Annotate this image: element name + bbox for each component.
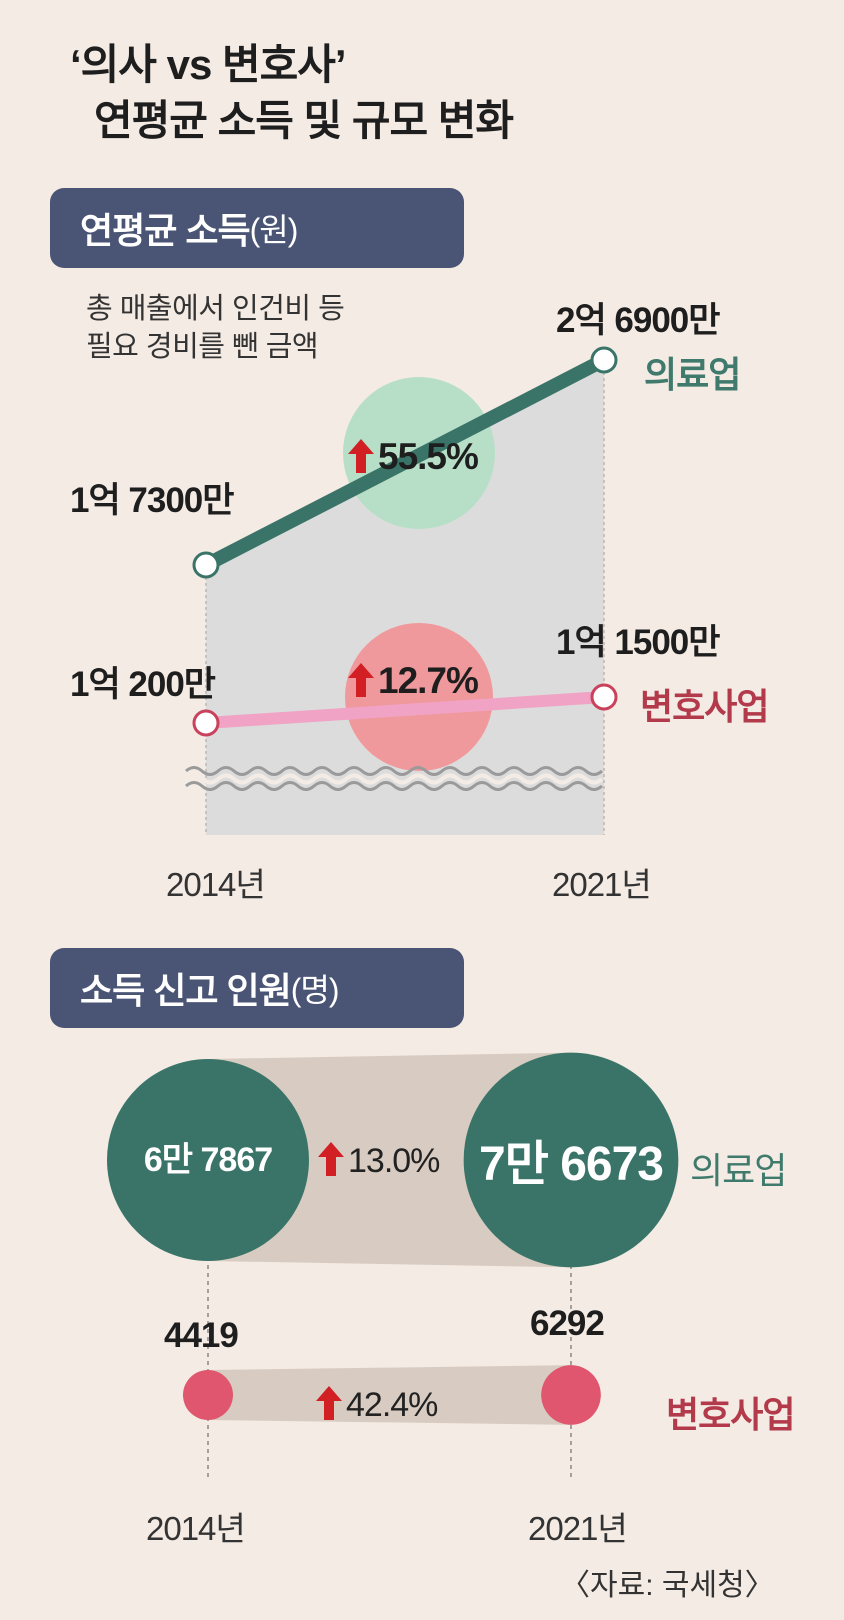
value-label-medical-2021: 2억 6900만 xyxy=(556,301,720,340)
value-label-legal-filers-2021: 6292 xyxy=(530,1304,605,1343)
data-point-legal-2021 xyxy=(590,683,618,711)
chart-title-line1: ‘의사 vs 변호사’ xyxy=(70,41,347,88)
series-label-medical-filers: 의료업 xyxy=(690,1150,787,1191)
change-medical-filers: 13.0% xyxy=(318,1142,440,1181)
change-legal-income: 12.7% xyxy=(348,660,479,702)
x-tick-2021: 2021년 xyxy=(552,866,652,903)
filers-bubble-chart xyxy=(107,1052,679,1480)
income-note-line2: 필요 경비를 뺀 금액 xyxy=(86,331,319,363)
income-line-chart xyxy=(184,346,618,835)
bubble-medical-2021 xyxy=(463,1052,679,1268)
section-filers-label: 소득 신고 인원 xyxy=(80,970,292,1011)
chart-title-line2: 연평균 소득 및 규모 변화 xyxy=(94,97,514,144)
x-tick-2014: 2014년 xyxy=(166,866,266,903)
section-income-label: 연평균 소득 xyxy=(80,210,251,251)
data-point-medical-2021 xyxy=(590,346,618,374)
change-legal-filers: 42.4% xyxy=(316,1386,438,1425)
bubble-legal-2021 xyxy=(541,1365,601,1425)
series-label-legal: 변호사업 xyxy=(640,686,769,727)
change-legal-filers-value: 42.4% xyxy=(346,1386,438,1424)
source-credit: 〈자료: 국세청〉 xyxy=(560,1569,775,1602)
up-arrow-icon xyxy=(318,1142,344,1176)
data-point-legal-2014 xyxy=(192,709,220,737)
bubble-label-medical-2014: 6만 7867 xyxy=(143,1141,273,1179)
change-medical-income: 55.5% xyxy=(348,436,479,478)
series-label-medical: 의료업 xyxy=(644,354,741,395)
series-line-medical xyxy=(199,353,611,572)
bubble-legal-2014 xyxy=(183,1370,233,1420)
value-label-legal-2021: 1억 1500만 xyxy=(556,623,720,662)
change-bubble-legal xyxy=(345,623,493,771)
change-legal-income-value: 12.7% xyxy=(378,660,479,701)
up-arrow-icon xyxy=(316,1386,342,1420)
bubble-medical-2014 xyxy=(107,1059,309,1261)
section-income-unit: (원) xyxy=(249,212,299,248)
change-medical-filers-value: 13.0% xyxy=(348,1142,440,1180)
value-label-legal-filers-2014: 4419 xyxy=(164,1316,239,1355)
x-tick-filers-2021: 2021년 xyxy=(528,1510,628,1547)
value-label-legal-2014: 1억 200만 xyxy=(70,665,216,704)
up-arrow-icon xyxy=(348,439,374,473)
value-label-medical-2014: 1억 7300만 xyxy=(70,481,234,520)
series-label-legal-filers: 변호사업 xyxy=(666,1394,795,1435)
bubble-label-medical-2021: 7만 6673 xyxy=(479,1138,664,1191)
section-filers-unit: (명) xyxy=(290,972,340,1008)
axis-break xyxy=(184,766,604,791)
up-arrow-icon xyxy=(348,663,374,697)
change-medical-income-value: 55.5% xyxy=(378,436,479,477)
series-line-legal xyxy=(200,691,610,729)
data-point-medical-2014 xyxy=(192,551,220,579)
income-note-line1: 총 매출에서 인건비 등 xyxy=(86,293,345,325)
section-income-header: 연평균 소득 (원) xyxy=(50,188,464,268)
x-tick-filers-2014: 2014년 xyxy=(146,1510,246,1547)
section-filers-header: 소득 신고 인원 (명) xyxy=(50,948,464,1028)
connector-band-legal xyxy=(208,1365,571,1425)
